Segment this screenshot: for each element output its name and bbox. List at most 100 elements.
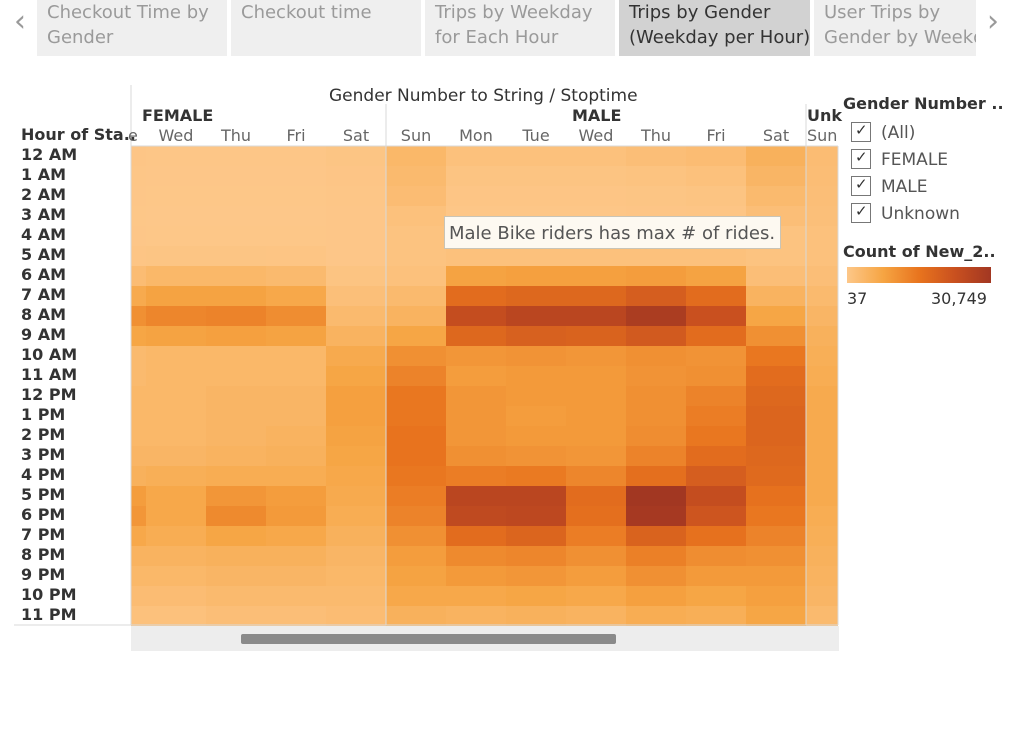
heatmap-cell[interactable] [686, 266, 746, 286]
heatmap-cell[interactable] [386, 206, 446, 226]
tab-user-trips-by-gender[interactable]: User Trips by Gender by Weekday [814, 0, 976, 56]
heatmap-cell[interactable] [386, 386, 446, 406]
heatmap-cell[interactable] [626, 486, 686, 506]
heatmap-cell[interactable] [746, 466, 806, 486]
heatmap-cell[interactable] [506, 266, 566, 286]
heatmap-cell[interactable] [686, 486, 746, 506]
heatmap-cell[interactable] [566, 586, 626, 606]
heatmap-cell[interactable] [326, 366, 386, 386]
heatmap-cell[interactable] [806, 546, 838, 566]
heatmap-cell[interactable] [746, 566, 806, 586]
heatmap-cell[interactable] [626, 426, 686, 446]
heatmap-cell[interactable] [386, 526, 446, 546]
heatmap-cell[interactable] [266, 186, 326, 206]
heatmap-cell[interactable] [131, 206, 146, 226]
heatmap-cell[interactable] [806, 146, 838, 166]
heatmap-cell[interactable] [206, 566, 266, 586]
heatmap-cell[interactable] [146, 526, 206, 546]
heatmap-cell[interactable] [506, 286, 566, 306]
heatmap-cell[interactable] [206, 386, 266, 406]
heatmap-cell[interactable] [626, 586, 686, 606]
heatmap-cell[interactable] [206, 366, 266, 386]
heatmap-cell[interactable] [746, 506, 806, 526]
chevron-left-icon[interactable]: ‹ [14, 4, 26, 39]
heatmap-cell[interactable] [746, 386, 806, 406]
heatmap-cell[interactable] [566, 426, 626, 446]
heatmap-cell[interactable] [446, 546, 506, 566]
heatmap-cell[interactable] [806, 266, 838, 286]
heatmap-cell[interactable] [566, 366, 626, 386]
heatmap-cell[interactable] [266, 586, 326, 606]
heatmap-cell[interactable] [506, 146, 566, 166]
heatmap-cell[interactable] [566, 346, 626, 366]
heatmap-cell[interactable] [386, 586, 446, 606]
heatmap-cell[interactable] [806, 406, 838, 426]
heatmap-cell[interactable] [386, 306, 446, 326]
heatmap-cell[interactable] [206, 266, 266, 286]
heatmap-cell[interactable] [566, 446, 626, 466]
heatmap-cell[interactable] [326, 586, 386, 606]
heatmap-cell[interactable] [566, 146, 626, 166]
heatmap-cell[interactable] [206, 346, 266, 366]
checkbox[interactable]: ✓ [851, 148, 871, 169]
heatmap-cell[interactable] [131, 406, 146, 426]
heatmap-cell[interactable] [146, 606, 206, 626]
heatmap-cell[interactable] [326, 486, 386, 506]
heatmap-cell[interactable] [146, 486, 206, 506]
heatmap-cell[interactable] [266, 566, 326, 586]
heatmap-cell[interactable] [446, 366, 506, 386]
heatmap-cell[interactable] [566, 506, 626, 526]
heatmap-cell[interactable] [266, 166, 326, 186]
heatmap-cell[interactable] [386, 226, 446, 246]
heatmap-cell[interactable] [506, 306, 566, 326]
heatmap-cell[interactable] [266, 506, 326, 526]
heatmap-cell[interactable] [446, 526, 506, 546]
heatmap-cell[interactable] [686, 286, 746, 306]
chevron-right-icon[interactable]: › [987, 4, 999, 39]
heatmap-cell[interactable] [746, 186, 806, 206]
heatmap-cell[interactable] [506, 586, 566, 606]
heatmap-cell[interactable] [386, 266, 446, 286]
heatmap-cell[interactable] [206, 246, 266, 266]
heatmap-cell[interactable] [386, 566, 446, 586]
heatmap-cell[interactable] [566, 546, 626, 566]
heatmap-cell[interactable] [386, 486, 446, 506]
heatmap-cell[interactable] [446, 426, 506, 446]
heatmap-cell[interactable] [266, 206, 326, 226]
heatmap-cell[interactable] [326, 566, 386, 586]
heatmap-cell[interactable] [506, 486, 566, 506]
heatmap-cell[interactable] [326, 146, 386, 166]
tab-checkout-time[interactable]: Checkout time [231, 0, 421, 56]
heatmap-cell[interactable] [266, 486, 326, 506]
heatmap-cell[interactable] [326, 526, 386, 546]
heatmap-cell[interactable] [686, 566, 746, 586]
heatmap-cell[interactable] [146, 266, 206, 286]
heatmap-cell[interactable] [266, 346, 326, 366]
heatmap-cell[interactable] [326, 406, 386, 426]
heatmap-cell[interactable] [326, 386, 386, 406]
heatmap-cell[interactable] [506, 326, 566, 346]
heatmap-cell[interactable] [146, 206, 206, 226]
heatmap-cell[interactable] [686, 506, 746, 526]
heatmap-cell[interactable] [146, 306, 206, 326]
heatmap-cell[interactable] [146, 386, 206, 406]
heatmap-cell[interactable] [566, 526, 626, 546]
heatmap-cell[interactable] [566, 386, 626, 406]
heatmap-cell[interactable] [446, 186, 506, 206]
heatmap-cell[interactable] [686, 526, 746, 546]
heatmap-cell[interactable] [131, 266, 146, 286]
heatmap-cell[interactable] [806, 566, 838, 586]
heatmap-cell[interactable] [686, 186, 746, 206]
heatmap-cell[interactable] [206, 406, 266, 426]
heatmap-cell[interactable] [206, 466, 266, 486]
heatmap-cell[interactable] [146, 566, 206, 586]
heatmap-cell[interactable] [386, 146, 446, 166]
heatmap-cell[interactable] [446, 386, 506, 406]
heatmap-cell[interactable] [206, 286, 266, 306]
heatmap-cell[interactable] [566, 186, 626, 206]
heatmap-cell[interactable] [686, 606, 746, 626]
heatmap-cell[interactable] [746, 426, 806, 446]
heatmap-cell[interactable] [131, 166, 146, 186]
heatmap-cell[interactable] [626, 146, 686, 166]
heatmap-cell[interactable] [566, 286, 626, 306]
